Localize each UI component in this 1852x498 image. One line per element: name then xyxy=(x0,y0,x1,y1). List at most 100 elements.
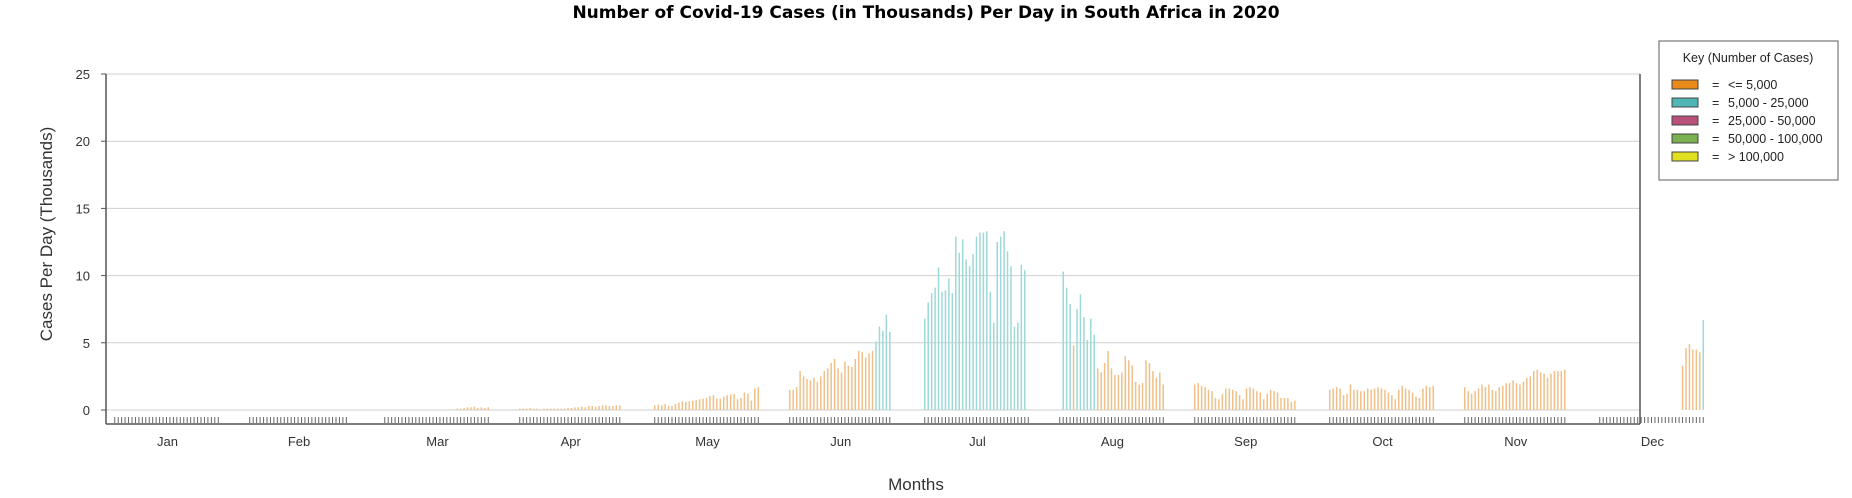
x-tick-label: Aug xyxy=(1101,434,1124,449)
bar-may-7 xyxy=(674,403,677,410)
bar-oct-16 xyxy=(1380,388,1383,410)
bar-nov-18 xyxy=(1522,381,1525,410)
bar-sep-16 xyxy=(1245,388,1248,410)
bar-may-28 xyxy=(747,393,749,410)
bar-nov-6 xyxy=(1481,384,1483,410)
bar-may-12 xyxy=(691,400,694,410)
bar-oct-20 xyxy=(1394,399,1397,410)
bar-jul-26 xyxy=(1010,266,1012,410)
bar-may-30 xyxy=(754,388,756,410)
bar-oct-15 xyxy=(1377,387,1379,410)
bar-aug-17 xyxy=(1114,375,1116,410)
bar-apr-18 xyxy=(577,407,580,410)
bar-jul-8 xyxy=(948,278,950,410)
bar-jul-14 xyxy=(968,266,971,410)
bar-aug-28 xyxy=(1152,371,1154,410)
bar-jul-10 xyxy=(955,236,957,410)
bar-aug-30 xyxy=(1159,372,1161,410)
x-tick-label: Apr xyxy=(561,434,582,449)
bar-dec-28 xyxy=(1692,349,1694,410)
bar-nov-5 xyxy=(1477,388,1480,410)
bar-series xyxy=(449,231,1704,411)
bar-sep-26 xyxy=(1280,397,1282,410)
bar-oct-10 xyxy=(1360,391,1362,410)
y-tick-label: 5 xyxy=(83,336,90,351)
bar-dec-31 xyxy=(1702,319,1704,410)
bar-aug-18 xyxy=(1117,375,1120,410)
bar-nov-19 xyxy=(1526,377,1528,410)
bar-jun-10 xyxy=(820,376,822,410)
bar-sep-4 xyxy=(1204,387,1206,410)
bar-mar-22 xyxy=(456,408,458,410)
bar-jul-21 xyxy=(993,322,995,410)
bar-jun-12 xyxy=(826,368,829,410)
bar-sep-2 xyxy=(1197,383,1199,410)
bar-may-31 xyxy=(757,387,759,410)
x-axis-ticks: Jan Feb Mar Apr May Jun Jul Aug Sep Oct Nov Dec xyxy=(114,417,1704,449)
bar-may-23 xyxy=(729,394,732,410)
bar-jul-24 xyxy=(1003,231,1005,410)
legend-swatch xyxy=(1671,133,1699,144)
bar-jul-28 xyxy=(1017,322,1019,410)
bar-may-17 xyxy=(709,395,711,410)
legend-label: 50,000 - 100,000 xyxy=(1728,132,1823,146)
bar-may-4 xyxy=(664,403,666,410)
y-tick-label: 10 xyxy=(76,269,90,284)
bar-sep-30 xyxy=(1294,400,1296,410)
bar-sep-7 xyxy=(1214,397,1217,410)
bar-apr-10 xyxy=(550,408,552,410)
bar-aug-14 xyxy=(1103,362,1106,410)
bar-oct-14 xyxy=(1373,388,1376,410)
bar-jun-22 xyxy=(861,352,863,410)
bar-jul-20 xyxy=(989,291,992,410)
bar-jun-3 xyxy=(795,387,798,410)
bar-aug-15 xyxy=(1107,350,1109,410)
bar-oct-5 xyxy=(1342,395,1345,410)
bar-mar-25 xyxy=(466,407,469,410)
bar-jul-3 xyxy=(930,293,933,410)
bar-sep-13 xyxy=(1235,391,1237,410)
bar-sep-1 xyxy=(1194,384,1196,410)
bar-jun-11 xyxy=(823,371,825,410)
bar-nov-10 xyxy=(1495,391,1497,410)
bar-apr-17 xyxy=(574,407,576,410)
legend: Key (Number of Cases) = <= 5,000 = 5,000 - … xyxy=(1658,40,1839,181)
bar-nov-16 xyxy=(1515,383,1518,410)
bar-jul-12 xyxy=(961,239,964,410)
bar-nov-3 xyxy=(1470,393,1473,410)
legend-swatch xyxy=(1671,115,1699,126)
legend-equals: = xyxy=(1712,114,1719,128)
bar-jul-17 xyxy=(979,232,981,410)
bar-nov-23 xyxy=(1539,372,1542,410)
x-tick-label: Oct xyxy=(1372,434,1393,449)
bar-jul-30 xyxy=(1024,270,1026,410)
bar-may-9 xyxy=(681,401,684,410)
x-tick-label: Dec xyxy=(1641,434,1665,449)
bar-jul-1 xyxy=(924,318,926,410)
bar-apr-11 xyxy=(553,408,555,410)
bar-oct-1 xyxy=(1329,389,1331,410)
bar-nov-7 xyxy=(1484,387,1487,410)
bar-oct-25 xyxy=(1411,392,1414,410)
y-axis-ticks: 0 5 10 15 20 25 xyxy=(76,67,106,418)
bar-may-19 xyxy=(716,398,718,410)
bar-nov-24 xyxy=(1543,373,1545,410)
bar-oct-6 xyxy=(1346,393,1348,410)
bar-sep-22 xyxy=(1266,393,1268,410)
bar-dec-26 xyxy=(1685,348,1687,410)
y-tick-label: 15 xyxy=(76,201,90,216)
bar-mar-21 xyxy=(453,409,455,410)
bar-may-25 xyxy=(736,399,739,410)
bar-aug-2 xyxy=(1062,271,1064,410)
bar-nov-25 xyxy=(1546,377,1549,410)
bar-nov-29 xyxy=(1560,371,1563,410)
bar-oct-2 xyxy=(1332,388,1334,410)
bar-sep-5 xyxy=(1207,389,1210,410)
bar-sep-24 xyxy=(1273,391,1275,410)
bar-oct-28 xyxy=(1422,388,1424,410)
bar-may-16 xyxy=(705,397,708,410)
bar-jul-29 xyxy=(1020,264,1023,410)
x-tick-label: Jul xyxy=(969,434,986,449)
bar-aug-22 xyxy=(1131,365,1133,410)
